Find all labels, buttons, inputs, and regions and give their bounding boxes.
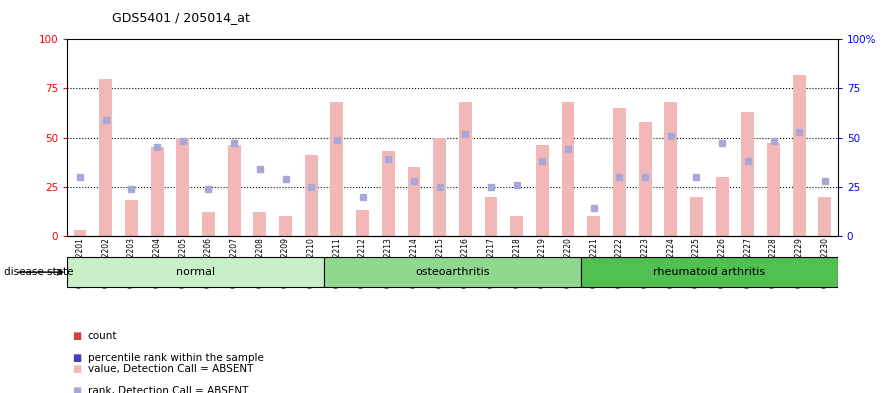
Bar: [459, 102, 471, 236]
Text: normal: normal: [177, 267, 215, 277]
Bar: [254, 212, 266, 236]
Bar: [324, 257, 581, 287]
Bar: [613, 108, 626, 236]
Bar: [665, 102, 677, 236]
Text: percentile rank within the sample: percentile rank within the sample: [88, 353, 263, 363]
Text: GDS5401 / 205014_at: GDS5401 / 205014_at: [112, 11, 250, 24]
Bar: [331, 102, 343, 236]
Bar: [793, 75, 806, 236]
Text: value, Detection Call = ABSENT: value, Detection Call = ABSENT: [88, 364, 254, 375]
Bar: [485, 196, 497, 236]
Bar: [99, 79, 112, 236]
Bar: [562, 102, 574, 236]
Text: ■: ■: [72, 386, 81, 393]
Text: disease state: disease state: [4, 267, 74, 277]
Bar: [73, 230, 86, 236]
Bar: [767, 143, 780, 236]
Bar: [690, 196, 703, 236]
Text: ■: ■: [72, 353, 81, 363]
Bar: [67, 257, 324, 287]
Bar: [177, 138, 189, 236]
Bar: [357, 210, 369, 236]
Bar: [639, 122, 651, 236]
Bar: [742, 112, 754, 236]
Bar: [819, 196, 831, 236]
Bar: [125, 200, 138, 236]
Bar: [305, 155, 318, 236]
Bar: [434, 138, 446, 236]
Bar: [228, 145, 240, 236]
Bar: [408, 167, 420, 236]
Text: ■: ■: [72, 331, 81, 341]
Bar: [716, 177, 728, 236]
Bar: [536, 145, 548, 236]
Text: ■: ■: [72, 364, 81, 375]
Bar: [280, 216, 292, 236]
Bar: [588, 216, 600, 236]
Bar: [382, 151, 394, 236]
Text: osteoarthritis: osteoarthritis: [415, 267, 490, 277]
Text: rheumatoid arthritis: rheumatoid arthritis: [653, 267, 765, 277]
Bar: [511, 216, 523, 236]
Bar: [581, 257, 838, 287]
Text: count: count: [88, 331, 117, 341]
Text: rank, Detection Call = ABSENT: rank, Detection Call = ABSENT: [88, 386, 248, 393]
Bar: [151, 147, 164, 236]
Bar: [202, 212, 215, 236]
